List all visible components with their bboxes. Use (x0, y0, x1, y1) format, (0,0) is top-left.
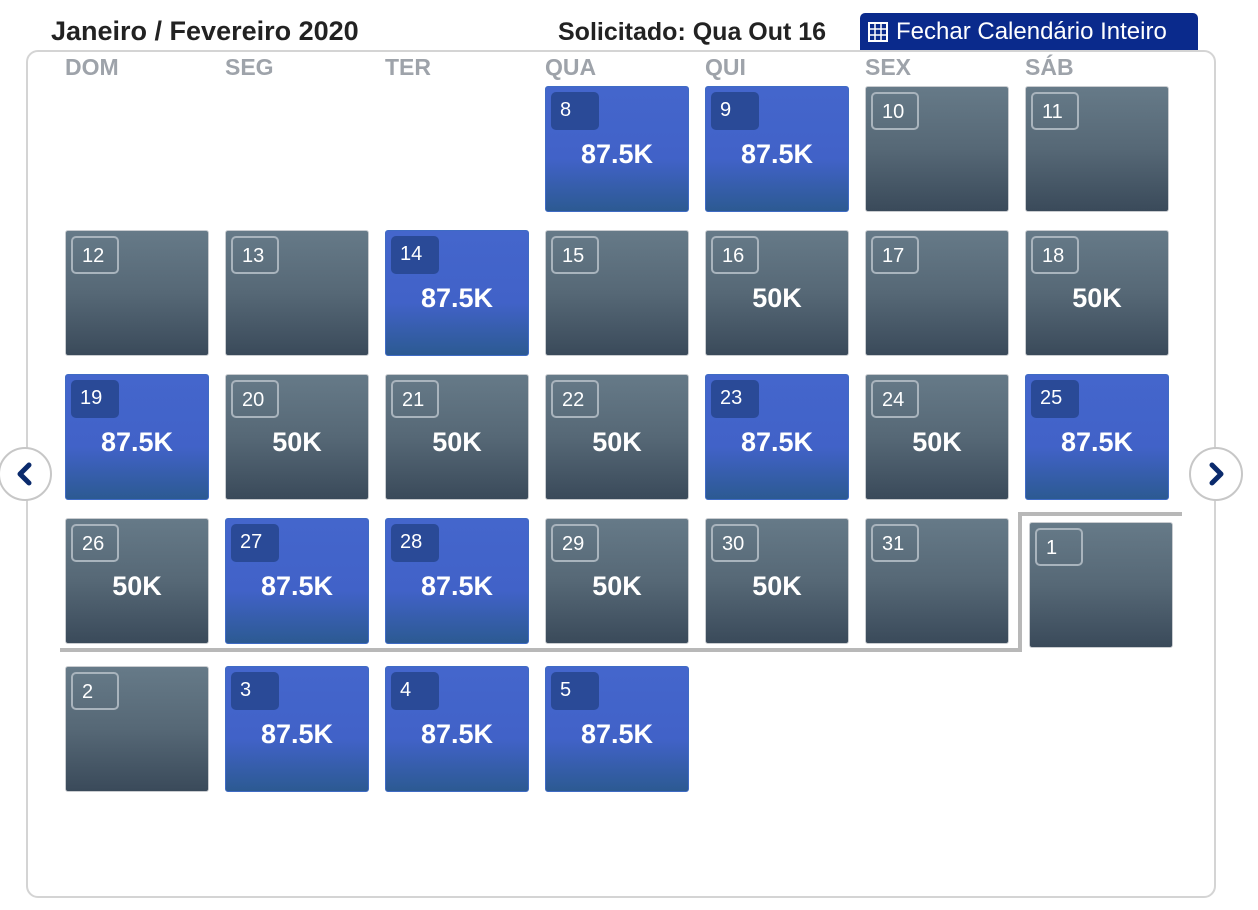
calendar-day-15[interactable]: 15 (545, 230, 689, 356)
day-price: 87.5K (100, 427, 174, 457)
day-number: 1 (1035, 528, 1083, 566)
chevron-right-icon (1209, 462, 1224, 486)
requested-date: Solicitado: Qua Out 16 (558, 18, 827, 46)
day-number: 13 (231, 236, 279, 274)
calendar-day-5[interactable]: 5 87.5K (545, 666, 689, 792)
calendar-title: Janeiro / Fevereiro 2020 (51, 16, 359, 46)
day-number: 22 (551, 380, 599, 418)
day-price: 87.5K (580, 719, 654, 749)
day-number: 15 (551, 236, 599, 274)
calendar-day-28[interactable]: 28 87.5K (385, 518, 529, 644)
day-number: 2 (71, 672, 119, 710)
chevron-left-icon (17, 462, 32, 486)
day-price: 87.5K (740, 139, 814, 169)
day-number: 17 (871, 236, 919, 274)
calendar-day-29[interactable]: 29 50K (545, 518, 689, 644)
day-price: 87.5K (1060, 427, 1134, 457)
calendar-day-22[interactable]: 22 50K (545, 374, 689, 500)
day-number: 5 (551, 672, 599, 710)
day-price: 87.5K (260, 719, 334, 749)
day-number: 25 (1031, 380, 1079, 418)
month-separator (60, 648, 1022, 652)
day-price: 50K (432, 427, 482, 457)
calendar-day-14[interactable]: 14 87.5K (385, 230, 529, 356)
calendar-day-17[interactable]: 17 (865, 230, 1009, 356)
calendar-day-1[interactable]: 1 (1029, 522, 1173, 648)
weekday-label: SEG (225, 54, 274, 80)
calendar-day-25[interactable]: 25 87.5K (1025, 374, 1169, 500)
month-separator (1018, 512, 1182, 516)
day-number: 24 (871, 380, 919, 418)
day-number: 31 (871, 524, 919, 562)
day-price: 87.5K (580, 139, 654, 169)
day-number: 20 (231, 380, 279, 418)
calendar-day-12[interactable]: 12 (65, 230, 209, 356)
calendar-day-4[interactable]: 4 87.5K (385, 666, 529, 792)
day-number: 8 (551, 92, 599, 130)
day-price: 50K (272, 427, 322, 457)
day-price: 87.5K (420, 571, 494, 601)
month-separator (1018, 512, 1022, 652)
day-number: 30 (711, 524, 759, 562)
calendar-day-3[interactable]: 3 87.5K (225, 666, 369, 792)
day-price: 50K (752, 283, 802, 313)
calendar-day-21[interactable]: 21 50K (385, 374, 529, 500)
calendar-day-26[interactable]: 26 50K (65, 518, 209, 644)
weekday-label: TER (385, 54, 431, 80)
prev-month-button[interactable] (0, 447, 52, 501)
day-number: 16 (711, 236, 759, 274)
weekday-label: SEX (865, 54, 912, 80)
day-number: 26 (71, 524, 119, 562)
day-number: 12 (71, 236, 119, 274)
calendar-day-19[interactable]: 19 87.5K (65, 374, 209, 500)
day-number: 23 (711, 380, 759, 418)
calendar-day-31[interactable]: 31 (865, 518, 1009, 644)
calendar-day-24[interactable]: 24 50K (865, 374, 1009, 500)
weekday-label: QUI (705, 54, 746, 80)
day-number: 10 (871, 92, 919, 130)
day-number: 21 (391, 380, 439, 418)
next-month-button[interactable] (1189, 447, 1243, 501)
weekday-label: DOM (65, 54, 119, 80)
calendar-day-16[interactable]: 16 50K (705, 230, 849, 356)
day-price: 87.5K (260, 571, 334, 601)
weekday-label: QUA (545, 54, 597, 80)
calendar-day-8[interactable]: 8 87.5K (545, 86, 689, 212)
calendar-day-2[interactable]: 2 (65, 666, 209, 792)
day-number: 11 (1031, 92, 1079, 130)
day-price: 87.5K (420, 283, 494, 313)
day-number: 9 (711, 92, 759, 130)
day-number: 28 (391, 524, 439, 562)
calendar-day-13[interactable]: 13 (225, 230, 369, 356)
day-price: 50K (912, 427, 962, 457)
day-number: 29 (551, 524, 599, 562)
day-price: 50K (592, 427, 642, 457)
calendar-day-30[interactable]: 30 50K (705, 518, 849, 644)
day-number: 27 (231, 524, 279, 562)
day-price: 50K (1072, 283, 1122, 313)
calendar-day-18[interactable]: 18 50K (1025, 230, 1169, 356)
calendar-day-20[interactable]: 20 50K (225, 374, 369, 500)
day-number: 3 (231, 672, 279, 710)
close-calendar-button[interactable]: Fechar Calendário Inteiro (860, 13, 1198, 50)
calendar-day-27[interactable]: 27 87.5K (225, 518, 369, 644)
close-calendar-label: Fechar Calendário Inteiro (896, 17, 1167, 45)
day-number: 18 (1031, 236, 1079, 274)
day-number: 14 (391, 236, 439, 274)
grid-icon (868, 21, 888, 42)
calendar-day-10[interactable]: 10 (865, 86, 1009, 212)
weekday-label: SÁB (1025, 54, 1074, 80)
day-price: 50K (112, 571, 162, 601)
day-number: 4 (391, 672, 439, 710)
day-number: 19 (71, 380, 119, 418)
day-price: 50K (752, 571, 802, 601)
calendar-day-11[interactable]: 11 (1025, 86, 1169, 212)
calendar-day-9[interactable]: 9 87.5K (705, 86, 849, 212)
day-price: 87.5K (420, 719, 494, 749)
day-price: 87.5K (740, 427, 814, 457)
day-price: 50K (592, 571, 642, 601)
calendar-day-23[interactable]: 23 87.5K (705, 374, 849, 500)
